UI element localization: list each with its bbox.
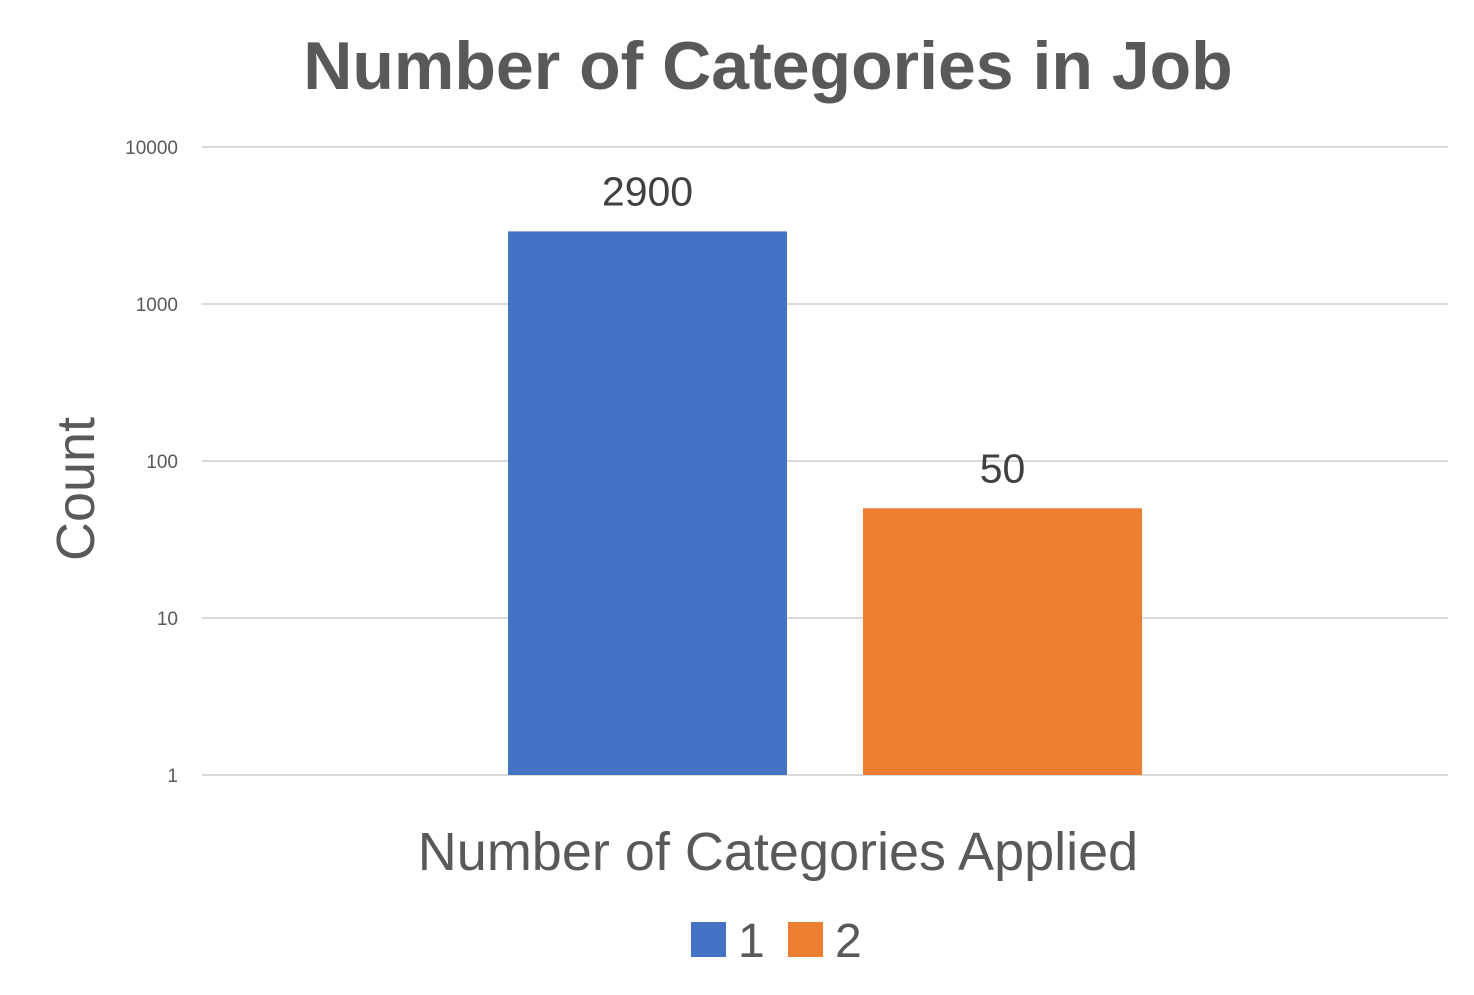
chart-title: Number of Categories in Job	[303, 28, 1232, 104]
y-tick-label: 10	[157, 609, 178, 630]
legend-label: 2	[835, 915, 862, 968]
y-tick-label: 100	[146, 452, 178, 473]
gridlines	[202, 146, 1448, 776]
legend-label: 1	[738, 915, 765, 968]
y-tick-label: 10000	[125, 138, 178, 159]
y-tick-label: 1	[167, 766, 178, 787]
x-axis-label: Number of Categories Applied	[418, 822, 1138, 882]
legend-swatch-2	[788, 922, 823, 957]
y-tick-label: 1000	[136, 295, 178, 316]
bars	[508, 231, 1142, 776]
y-axis-label: Count	[46, 417, 106, 561]
bar-series-1	[508, 231, 787, 776]
y-tick-labels: 1 10 100 1000 10000	[125, 138, 178, 787]
data-label: 2900	[602, 168, 693, 214]
legend-swatch-1	[691, 922, 726, 957]
data-labels: 2900 50	[602, 168, 1025, 491]
data-label: 50	[980, 445, 1026, 491]
bar-series-2	[863, 508, 1142, 775]
